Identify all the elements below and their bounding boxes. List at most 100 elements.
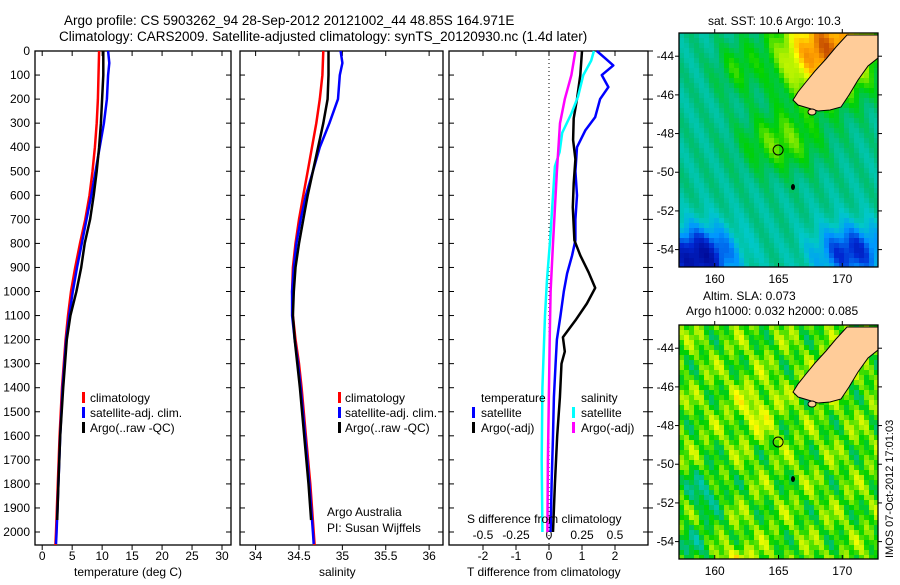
map-pixel [724,33,730,39]
map-pixel [844,188,850,194]
map-pixel [874,133,878,139]
map-pixel [834,450,840,456]
map-pixel [709,138,715,144]
map-pixel [789,58,795,64]
map-pixel [759,188,765,194]
y-tick-label: 1000 [3,285,30,299]
map-pixel [849,430,855,436]
map-pixel [764,430,770,436]
map-pixel [759,410,765,416]
map-pixel [859,430,865,436]
map-pixel [704,163,710,169]
map-pixel [754,325,760,331]
map-pixel [729,233,735,239]
map-pixel [679,98,685,104]
map-pixel [844,108,850,114]
map-pixel [804,430,810,436]
map-pixel [694,58,700,64]
map-pixel [824,540,830,546]
map-pixel [784,405,790,411]
map-pixel [754,410,760,416]
map-pixel [764,335,770,341]
map-pixel [764,515,770,521]
map-pixel [784,68,790,74]
map-pixel [714,163,720,169]
map-pixel [689,420,695,426]
map-pixel [684,203,690,209]
map-pixel [839,465,845,471]
map-pixel [809,440,815,446]
map-pixel [874,365,878,371]
map-pixel [739,58,745,64]
map-pixel [779,188,785,194]
map-pixel [684,545,690,551]
map-pixel [679,233,685,239]
map-pixel [744,480,750,486]
map-pixel [749,83,755,89]
map-pixel [734,238,740,244]
map-pixel [739,365,745,371]
map-pixel [774,193,780,199]
map-pixel [844,258,850,264]
map-pixel [794,480,800,486]
map-pixel [734,78,740,84]
map-pixel [709,253,715,259]
map-pixel [744,445,750,451]
map-pixel [804,148,810,154]
map-pixel [829,425,835,431]
map-pixel [709,545,715,551]
map-pixel [854,148,860,154]
map-pixel [759,525,765,531]
map-pixel [854,510,860,516]
map-pixel [684,515,690,521]
map-pixel [724,233,730,239]
map-pixel [839,263,845,267]
map-pixel [829,33,835,39]
map-pixel [729,93,735,99]
map-pixel [744,485,750,491]
map-pixel [749,228,755,234]
map-pixel [729,218,735,224]
map-pixel [709,390,715,396]
map-pixel [849,188,855,194]
legend-label-argo: Argo(..raw -QC) [90,421,175,435]
map-pixel [854,380,860,386]
map-pixel [679,390,685,396]
map-pixel [734,123,740,129]
map-pixel [754,173,760,179]
map-pixel [804,440,810,446]
map-pixel [779,340,785,346]
map-pixel [779,253,785,259]
map-pixel [689,248,695,254]
map-pixel [699,335,705,341]
map-pixel [719,410,725,416]
map-pixel [814,470,820,476]
map-pixel [844,555,850,559]
map-pixel [799,203,805,209]
map-pixel [824,263,830,267]
map-pixel [709,430,715,436]
map-pixel [759,490,765,496]
map-pixel [819,550,825,556]
map-pixel [704,103,710,109]
map-pixel [729,520,735,526]
map-pixel [719,213,725,219]
map-pixel [834,173,840,179]
y-tick-label: 2000 [3,525,30,539]
map-pixel [709,330,715,336]
map-pixel [789,128,795,134]
map-pixel [739,500,745,506]
map-pixel [779,148,785,154]
map-pixel [694,390,700,396]
map-pixel [779,243,785,249]
map-pixel [684,173,690,179]
map-pixel [779,98,785,104]
map-pixel [719,325,725,331]
map-pixel [694,335,700,341]
map-pixel [849,410,855,416]
map-pixel [789,455,795,461]
map-pixel [824,118,830,124]
map-pixel [874,73,878,79]
map-pixel [709,143,715,149]
map-pixel [839,138,845,144]
